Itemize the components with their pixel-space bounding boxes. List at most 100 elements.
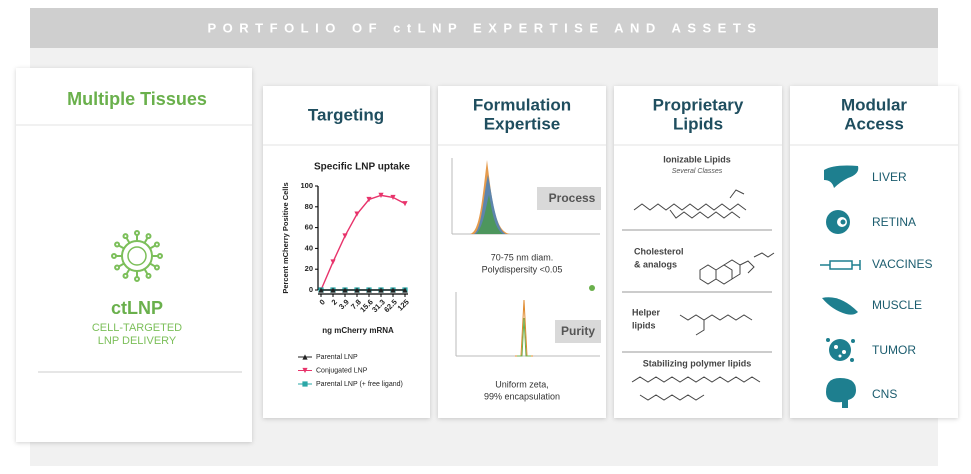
y-tick-label: 20 xyxy=(305,264,313,273)
marker xyxy=(302,381,308,387)
lipid-class: lipids xyxy=(632,320,656,330)
chart-title: Specific LNP uptake xyxy=(314,162,410,173)
spike-tip xyxy=(111,253,117,259)
spike-tip xyxy=(122,272,129,279)
tissue-label: RETINA xyxy=(872,215,916,229)
formulation-card xyxy=(438,86,606,418)
access-icons xyxy=(820,165,861,408)
marker xyxy=(342,287,348,293)
spike-tip xyxy=(145,233,152,240)
marker xyxy=(302,367,308,374)
spike xyxy=(143,268,149,275)
tumor-icon xyxy=(826,338,855,362)
card-title: Lipids xyxy=(673,114,723,133)
structure xyxy=(631,376,761,401)
tissue-label: VACCINES xyxy=(872,257,932,271)
marker xyxy=(390,287,396,293)
legend-label: Parental LNP xyxy=(316,354,358,361)
brain-icon xyxy=(826,378,856,408)
marker xyxy=(318,287,324,293)
spike xyxy=(118,262,125,268)
spike-tip xyxy=(122,233,129,240)
label-box xyxy=(537,187,601,210)
process-text: 70-75 nm diam. xyxy=(491,252,554,262)
spike-tip xyxy=(157,253,163,259)
card-title: Formulation xyxy=(473,95,571,114)
marker xyxy=(366,196,372,203)
card-title: Access xyxy=(844,114,904,133)
targeting-card xyxy=(263,86,430,418)
lipids-card xyxy=(614,86,782,418)
legend-label: Conjugated LNP xyxy=(316,367,368,374)
y-tick-label: 40 xyxy=(305,243,313,252)
lipid-class: Stabilizing polymer lipids xyxy=(643,358,752,368)
x-axis-label: ng mCherry mRNA xyxy=(322,326,394,335)
y-tick-label: 80 xyxy=(305,202,313,211)
marker xyxy=(402,201,408,207)
lipid-class: Ionizable Lipids xyxy=(663,154,731,164)
y-tick-label: 0 xyxy=(309,285,313,294)
card-title: Proprietary xyxy=(653,95,744,114)
spike-tip xyxy=(153,241,160,248)
cards xyxy=(263,86,958,418)
y-tick-label: 100 xyxy=(300,181,313,190)
banner xyxy=(30,8,938,48)
card-title: Expertise xyxy=(484,114,561,133)
spike-tip xyxy=(145,272,152,279)
process-text: Polydispersity <0.05 xyxy=(482,264,563,274)
marker xyxy=(330,287,336,293)
lipid-class: Helper xyxy=(632,307,661,317)
lipid-class: Cholesterol xyxy=(634,246,684,256)
tissue-label: MUSCLE xyxy=(872,298,922,312)
spike-tip xyxy=(134,276,140,282)
liver-icon xyxy=(824,165,859,188)
structure xyxy=(679,314,753,336)
tissue-label: LIVER xyxy=(872,170,907,184)
spike xyxy=(118,244,125,250)
lipid-class: & analogs xyxy=(634,259,677,269)
x-tick-label: 2 xyxy=(330,297,339,306)
tissue-label: TUMOR xyxy=(872,343,916,357)
marker xyxy=(390,194,396,201)
marker xyxy=(330,259,336,265)
peak xyxy=(517,317,531,357)
structure xyxy=(699,252,775,285)
spike-tip xyxy=(114,241,121,248)
y-axis-label: Percent mCherry Positive Cells xyxy=(281,182,290,293)
ctlnp-name: ctLNP xyxy=(111,298,163,318)
marker xyxy=(354,287,360,293)
purity-text: Uniform zeta, xyxy=(495,379,549,389)
marker xyxy=(378,192,384,198)
legend-label: Parental LNP (+ free ligand) xyxy=(316,381,403,388)
marker xyxy=(378,287,384,293)
vaccine-icon xyxy=(820,260,861,270)
process-label: Process xyxy=(549,191,596,205)
access-labels: LIVER RETINA VACCINES MUSCLE TUMOR CNS xyxy=(872,170,932,401)
spike-tip xyxy=(153,264,160,271)
process-plot xyxy=(451,158,600,235)
purity-plot xyxy=(455,285,600,357)
spike-tip xyxy=(114,264,121,271)
marker xyxy=(342,233,348,239)
marker xyxy=(354,211,360,217)
ctlnp-subtitle: LNP DELIVERY xyxy=(98,335,177,347)
purity-label: Purity xyxy=(561,324,595,338)
spike xyxy=(125,268,131,275)
lipid-subtitle: Several Classes xyxy=(672,168,723,175)
marker xyxy=(402,287,408,293)
series-line xyxy=(320,194,406,291)
purity-text: 99% encapsulation xyxy=(484,391,560,401)
ctlnp-subtitle: CELL-TARGETED xyxy=(92,322,182,334)
marker xyxy=(302,354,308,360)
y-tick-label: 60 xyxy=(305,223,313,232)
tissues-card xyxy=(16,68,252,442)
banner-title: PORTFOLIO OF ctLNP EXPERTISE AND ASSETS xyxy=(208,20,763,35)
marker xyxy=(589,285,595,291)
card-title: Targeting xyxy=(308,105,384,124)
tissue-label: CNS xyxy=(872,387,897,401)
peak xyxy=(476,195,503,234)
card-title: Modular xyxy=(841,95,907,114)
muscle-icon xyxy=(822,297,858,315)
label-box xyxy=(555,320,601,343)
